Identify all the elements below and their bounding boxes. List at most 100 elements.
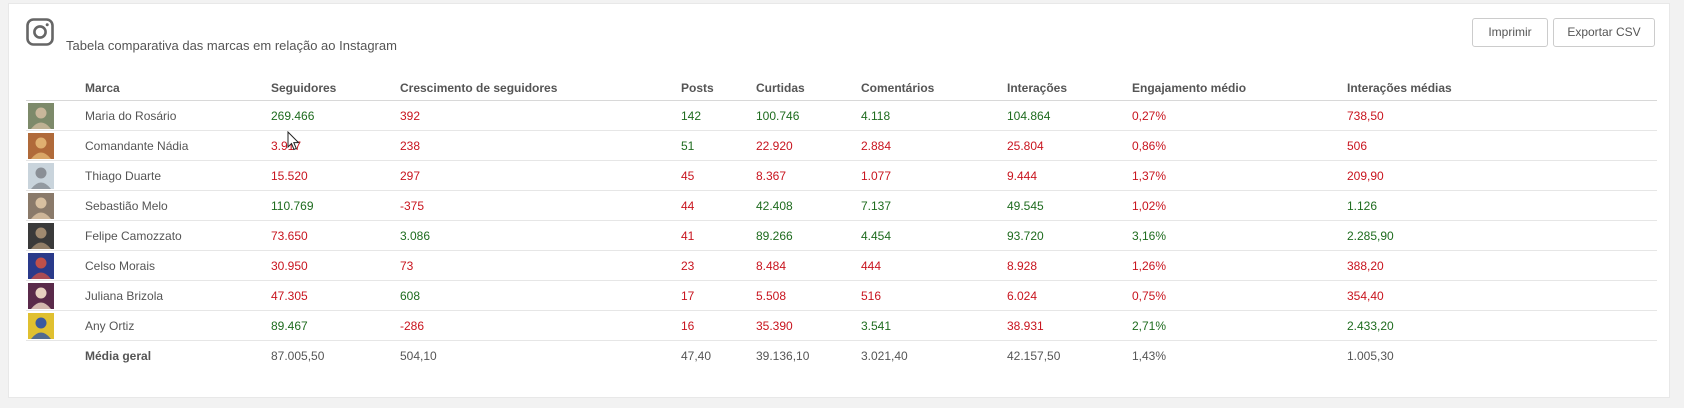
metric-cell: 1.077 [859,160,1005,191]
avatar [28,282,54,309]
metric-cell: 7.137 [859,190,1005,221]
metric-cell: 110.769 [269,190,398,221]
metric-cell: 297 [398,160,679,191]
metric-cell: 6.024 [1005,280,1130,311]
average-cell: 42.157,50 [1007,348,1061,363]
column-header[interactable]: Interações médias [1345,75,1657,101]
column-header[interactable]: Marca [83,75,269,101]
table-row: Thiago Duarte 15.520 297 45 8.367 1.077 9.444 1… [26,160,1657,191]
avatar-cell [26,220,83,251]
avatar-cell [26,250,83,281]
average-cell: 1,43% [1132,348,1167,363]
avatar [28,102,54,129]
metric-cell: 0,75% [1130,280,1345,311]
metric-cell: 238 [398,130,679,161]
metric-cell: 51 [679,130,754,161]
metric-cell: 17 [679,280,754,311]
avatar-cell [26,130,83,161]
metric-cell: 30.950 [269,250,398,281]
metric-cell: 388,20 [1345,250,1657,281]
column-header[interactable]: Curtidas [754,75,859,101]
metric-cell: 444 [859,250,1005,281]
metric-cell: 9.444 [1005,160,1130,191]
metric-cell: 89.467 [269,310,398,341]
metric-cell: 3,16% [1130,220,1345,251]
header-avatar [26,75,83,101]
metric-cell: 4.454 [859,220,1005,251]
metric-cell: 3.541 [859,310,1005,341]
metric-cell: 8.367 [754,160,859,191]
brand-name: Comandante Nádia [83,130,269,161]
metric-cell: 100.746 [754,100,859,131]
avatar-cell [26,160,83,191]
metric-cell: 209,90 [1345,160,1657,191]
comparison-panel: Tabela comparativa das marcas em relação… [8,3,1670,398]
avatar-cell [26,190,83,221]
metric-cell: 42.408 [754,190,859,221]
metric-cell: -286 [398,310,679,341]
comparison-table: Marca Seguidores Crescimento de seguidor… [26,75,1657,370]
metric-cell: 4.118 [859,100,1005,131]
average-label: Média geral [85,348,152,363]
metric-cell: -375 [398,190,679,221]
metric-cell: 738,50 [1345,100,1657,131]
metric-cell: 73 [398,250,679,281]
metric-cell: 15.520 [269,160,398,191]
average-row: Média geral 87.005,50 504,10 47,40 39.136,10… [26,341,1657,371]
metric-cell: 73.650 [269,220,398,251]
metric-cell: 0,27% [1130,100,1345,131]
avatar [28,132,54,159]
instagram-icon [26,18,54,46]
export-csv-button[interactable]: Exportar CSV [1553,18,1655,47]
column-header[interactable]: Crescimento de seguidores [398,75,679,101]
avatar [28,252,54,279]
metric-cell: 23 [679,250,754,281]
mouse-cursor-icon [287,131,300,151]
metric-cell: 16 [679,310,754,341]
table-row: Celso Morais 30.950 73 23 8.484 444 8.928 1,26%… [26,250,1657,281]
column-header[interactable]: Posts [679,75,754,101]
table-row: Comandante Nádia 3.917 238 51 22.920 2.884 25.… [26,130,1657,161]
metric-cell: 22.920 [754,130,859,161]
table-row: Any Ortiz 89.467 -286 16 35.390 3.541 38.931 2,… [26,310,1657,341]
brand-name: Any Ortiz [83,310,269,341]
column-header[interactable]: Seguidores [269,75,398,101]
brand-name: Sebastião Melo [83,190,269,221]
metric-cell: 49.545 [1005,190,1130,221]
metric-cell: 1,26% [1130,250,1345,281]
metric-cell: 2.884 [859,130,1005,161]
metric-cell: 608 [398,280,679,311]
avatar [28,192,54,219]
metric-cell: 38.931 [1005,310,1130,341]
average-cell: 47,40 [681,348,712,363]
metric-cell: 45 [679,160,754,191]
avatar [28,312,54,339]
metric-cell: 8.484 [754,250,859,281]
column-header[interactable]: Engajamento médio [1130,75,1345,101]
table-header-row: Marca Seguidores Crescimento de seguidor… [26,75,1657,101]
metric-cell: 8.928 [1005,250,1130,281]
metric-cell: 354,40 [1345,280,1657,311]
average-cell: 39.136,10 [756,348,810,363]
average-cell: 1.005,30 [1347,348,1394,363]
avatar-cell [26,280,83,311]
metric-cell: 5.508 [754,280,859,311]
metric-cell: 2.433,20 [1345,310,1657,341]
metric-cell: 93.720 [1005,220,1130,251]
avatar [28,162,54,189]
print-button[interactable]: Imprimir [1472,18,1548,47]
table-row: Juliana Brizola 47.305 608 17 5.508 516 6.024 0… [26,280,1657,311]
column-header[interactable]: Comentários [859,75,1005,101]
avatar [28,222,54,249]
metric-cell: 3.086 [398,220,679,251]
average-cell: 504,10 [400,348,437,363]
avatar-cell [26,341,83,371]
metric-cell: 104.864 [1005,100,1130,131]
metric-cell: 506 [1345,130,1657,161]
metric-cell: 516 [859,280,1005,311]
column-header[interactable]: Interações [1005,75,1130,101]
metric-cell: 41 [679,220,754,251]
metric-cell: 392 [398,100,679,131]
metric-cell: 89.266 [754,220,859,251]
metric-cell: 47.305 [269,280,398,311]
